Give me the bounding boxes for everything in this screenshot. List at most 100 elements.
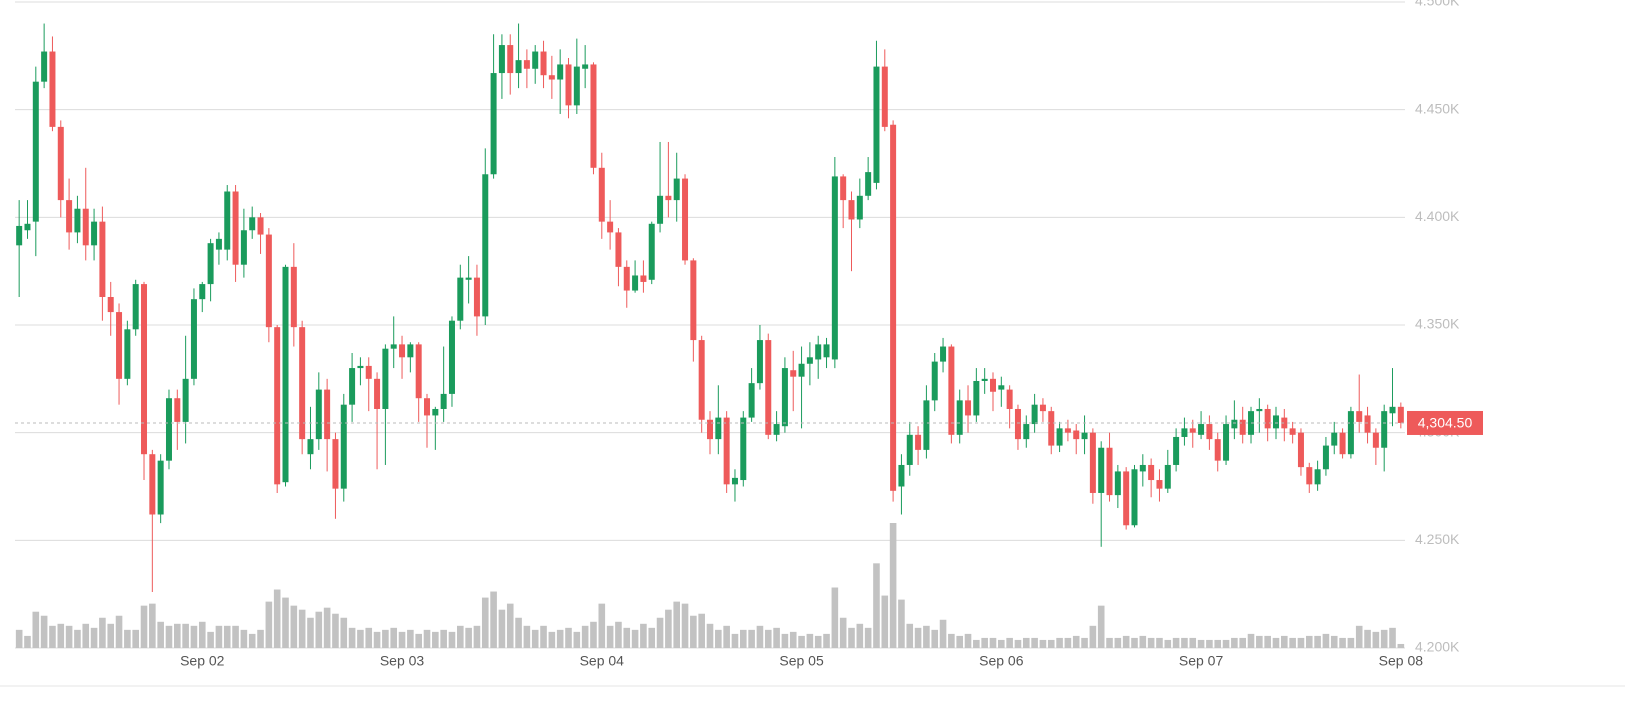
volume-bar [332, 613, 339, 648]
x-tick-label: Sep 02 [180, 653, 225, 669]
volume-bar [415, 633, 422, 648]
volume-bar [848, 627, 855, 648]
volume-bar [1172, 637, 1180, 648]
candle-body [1206, 424, 1213, 440]
candle-body [332, 439, 339, 489]
candle-body [840, 176, 847, 201]
candle-body [1031, 404, 1038, 425]
candle-body [382, 348, 389, 409]
volume-bar [1072, 635, 1080, 648]
x-tick-label: Sep 07 [1179, 653, 1224, 669]
volume-bar [1006, 637, 1013, 648]
candle-body [448, 320, 455, 394]
candle-body [41, 51, 48, 82]
candle-body [174, 398, 181, 422]
volume-bar [731, 633, 739, 648]
volume-bar [998, 639, 1005, 648]
candle-body [1114, 471, 1121, 496]
candle-body [124, 329, 131, 379]
volume-bar [1281, 635, 1288, 648]
candle-body [1364, 415, 1371, 433]
volume-bar [1031, 637, 1038, 648]
candle-body [557, 64, 564, 80]
candle-body [548, 75, 555, 80]
candle-body [282, 266, 289, 483]
volume-bar [74, 629, 81, 648]
candle-body [116, 312, 123, 379]
y-tick-label: 4.500K [1415, 0, 1460, 9]
candle-body [890, 124, 897, 491]
candle-body [515, 60, 522, 74]
candle-body [1289, 428, 1296, 435]
candle-body [299, 327, 306, 440]
volume-bar [906, 623, 914, 648]
candle-body [165, 398, 172, 461]
candle-body [723, 417, 730, 485]
volume-bar [298, 609, 306, 648]
candle-body [99, 221, 106, 298]
x-tick-label: Sep 08 [1379, 653, 1424, 669]
volume-bar [1330, 635, 1338, 648]
candle-body [582, 64, 589, 69]
candle-body [1214, 439, 1221, 461]
candle-body [1156, 480, 1163, 489]
candle-body [1322, 445, 1329, 470]
volume-bar [1355, 625, 1363, 648]
candle-body [74, 208, 81, 233]
volume-bar [365, 627, 373, 648]
volume-bar [948, 633, 955, 648]
volume-bar [506, 603, 514, 648]
candle-body [415, 344, 422, 399]
candle-body [948, 346, 955, 435]
x-tick-label: Sep 04 [580, 653, 625, 669]
candle-body [132, 284, 139, 330]
candle-body [1356, 411, 1363, 422]
volume-bar [1364, 629, 1371, 648]
candle-body [149, 454, 156, 515]
candle-body [915, 434, 922, 450]
volume-bar [1181, 637, 1188, 648]
candle-body [315, 389, 322, 440]
volume-bar [656, 617, 664, 648]
candle-body [207, 243, 214, 285]
volume-bar [215, 625, 223, 648]
volume-bar [640, 623, 647, 648]
candle-body [1189, 428, 1196, 433]
volume-bar [198, 621, 206, 648]
volume-bar [681, 603, 689, 648]
volume-bar [806, 633, 814, 648]
candle-body [1264, 408, 1271, 429]
candle-body [673, 178, 680, 201]
volume-bar [1197, 639, 1205, 648]
volume-bar [723, 625, 730, 648]
volume-bar [165, 625, 173, 648]
candle-body [865, 172, 872, 196]
volume-bar [190, 625, 198, 648]
candle-body [490, 73, 497, 175]
volume-bar [348, 627, 356, 648]
volume-bar [1047, 639, 1055, 648]
volume-bar [57, 623, 65, 648]
volume-bar [631, 629, 639, 648]
volume-bar [1272, 637, 1280, 648]
candle-body [1256, 408, 1263, 412]
volume-bar [373, 631, 381, 648]
volume-bar [1347, 637, 1355, 648]
volume-bar [24, 635, 31, 648]
volume-bar [1222, 639, 1230, 648]
candle-body [590, 64, 597, 168]
candle-body [1123, 471, 1130, 526]
volume-bar [1156, 637, 1163, 648]
volume-bar [556, 629, 564, 648]
volume-bar [99, 617, 106, 648]
candle-body [765, 340, 772, 435]
candle-body [815, 344, 822, 360]
candle-body [1164, 464, 1171, 489]
candle-body [1306, 467, 1313, 485]
candle-body [648, 223, 655, 280]
candle-body [1181, 428, 1188, 437]
volume-bar [839, 617, 847, 648]
candle-body [357, 365, 364, 369]
